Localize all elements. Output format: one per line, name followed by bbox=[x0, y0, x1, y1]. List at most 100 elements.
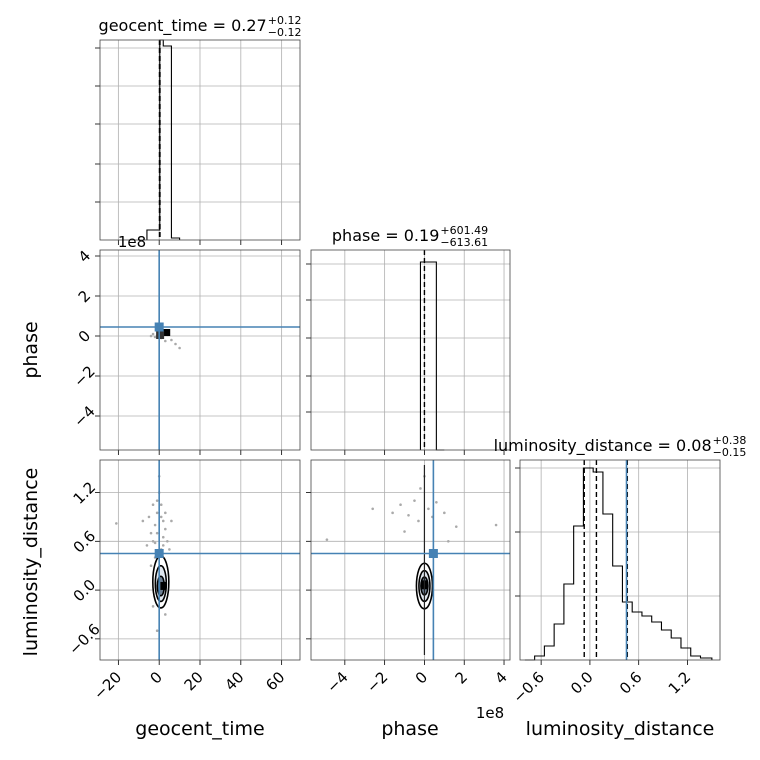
yticklabel-luminosity_distance-3: 1.2 bbox=[70, 478, 100, 508]
phase-y-offset-label: 1e8 bbox=[118, 233, 146, 251]
yticklabel-phase-4: 4 bbox=[75, 247, 94, 266]
phase-dist-point-2 bbox=[391, 511, 394, 515]
time-dist-point-21 bbox=[168, 548, 171, 551]
hist-dist-histogram bbox=[524, 467, 713, 661]
data-layer bbox=[100, 39, 713, 661]
time-dist-point-4 bbox=[149, 531, 153, 535]
time-dist-point-19 bbox=[164, 527, 167, 531]
xticklabel-geocent_time-2: 20 bbox=[181, 668, 207, 694]
time-phase-point-1 bbox=[153, 335, 157, 339]
title-geocent-time-minus: −0.12 bbox=[268, 26, 302, 39]
time-dist-point-7 bbox=[153, 523, 157, 527]
time-dist-density-core bbox=[160, 581, 167, 590]
xticklabel-luminosity_distance-2: 0.6 bbox=[616, 668, 646, 698]
time-dist-point-18 bbox=[164, 511, 167, 515]
phase-dist-point-5 bbox=[413, 499, 416, 502]
phase-dist-point-1 bbox=[371, 507, 374, 511]
time-phase-point-9 bbox=[149, 334, 153, 338]
time-dist-point-3 bbox=[147, 515, 151, 519]
phase-dist-point-11 bbox=[435, 500, 438, 504]
time-dist-point-17 bbox=[161, 535, 165, 539]
xticklabel-phase-3: 2 bbox=[452, 668, 471, 687]
time-dist-point-14 bbox=[159, 503, 163, 507]
phase-dist-point-6 bbox=[417, 519, 420, 523]
frame-layer bbox=[95, 39, 721, 665]
xticklabel-phase-2: 0 bbox=[412, 668, 431, 687]
title-luminosity-distance-minus: −0.15 bbox=[713, 446, 747, 459]
xticklabel-geocent_time-3: 40 bbox=[221, 668, 247, 694]
title-geocent-time: geocent_time = 0.27 +0.12−0.12 bbox=[99, 14, 302, 39]
xticklabel-geocent_time-0: −20 bbox=[90, 668, 125, 703]
xticklabel-luminosity_distance-0: −0.6 bbox=[509, 668, 547, 706]
phase-dist-point-7 bbox=[419, 487, 422, 490]
time-dist-point-1 bbox=[141, 519, 145, 523]
yticklabel-phase-0: −4 bbox=[70, 402, 98, 430]
time-dist-point-11 bbox=[155, 531, 159, 535]
phase-dist-point-13 bbox=[454, 525, 458, 528]
time-dist-point-26 bbox=[155, 629, 159, 633]
phase-dist-point-0 bbox=[325, 538, 329, 541]
time-dist-point-0 bbox=[115, 522, 118, 525]
time-dist-point-16 bbox=[161, 519, 165, 523]
yticklabel-phase-1: −2 bbox=[70, 362, 98, 390]
xticklabel-phase-4: 4 bbox=[491, 668, 510, 687]
time-phase-truth-marker bbox=[154, 322, 164, 332]
phase-dist-point-9 bbox=[427, 507, 430, 511]
yticklabel-luminosity_distance-1: 0.0 bbox=[70, 576, 100, 606]
time-dist-point-28 bbox=[161, 544, 165, 547]
phase-dist-point-4 bbox=[407, 513, 410, 517]
phase-dist-frame bbox=[310, 459, 511, 661]
phase-dist-point-15 bbox=[403, 530, 406, 533]
phase-dist-point-14 bbox=[494, 523, 498, 527]
phase-dist-truth-marker bbox=[428, 548, 438, 558]
xticklabel-geocent_time-1: 0 bbox=[147, 668, 166, 687]
xlabel-luminosity-distance: luminosity_distance bbox=[526, 718, 715, 740]
xlabel-geocent-time: geocent_time bbox=[135, 718, 264, 740]
ylabel-luminosity-distance: luminosity_distance bbox=[20, 468, 42, 657]
text-layer: −20 0 20 40 60 −4 −2 0 2 4−0.6 0.0 0.6 1.2−4−2024−0.… bbox=[20, 14, 746, 740]
time-phase-point-10 bbox=[164, 339, 167, 343]
time-dist-truth-marker bbox=[154, 548, 164, 558]
time-phase-point-0 bbox=[151, 332, 155, 336]
time-phase-point-6 bbox=[170, 338, 173, 342]
title-phase-main: phase = 0.19 bbox=[332, 226, 439, 245]
time-dist-frame bbox=[99, 459, 301, 661]
title-phase: phase = 0.19 +601.49−613.61 bbox=[332, 224, 488, 249]
time-dist-point-25 bbox=[164, 613, 167, 616]
title-geocent-time-plus: +0.12 bbox=[268, 14, 302, 27]
hist-dist-frame bbox=[519, 459, 721, 661]
title-luminosity-distance-plus: +0.38 bbox=[713, 434, 747, 447]
xticklabel-geocent_time-4: 60 bbox=[262, 668, 288, 694]
hist-geocent-time-histogram bbox=[146, 39, 181, 240]
time-phase-point-7 bbox=[174, 342, 177, 346]
time-phase-density-shoulder bbox=[156, 331, 165, 339]
time-dist-point-24 bbox=[151, 605, 155, 608]
xticklabel-phase-0: −4 bbox=[323, 668, 351, 696]
yticklabel-phase-3: 2 bbox=[75, 287, 94, 306]
title-phase-minus: −613.61 bbox=[440, 236, 488, 249]
hist-phase-frame bbox=[310, 249, 511, 451]
time-dist-point-15 bbox=[159, 515, 163, 519]
phase-dist-point-3 bbox=[399, 503, 402, 507]
phase-dist-point-12 bbox=[443, 511, 446, 515]
xlabel-phase: phase bbox=[381, 718, 438, 740]
phase-dist-point-16 bbox=[447, 540, 450, 543]
time-dist-point-29 bbox=[153, 541, 157, 545]
xticklabel-luminosity_distance-1: 0.0 bbox=[567, 668, 597, 698]
title-luminosity-distance-main: luminosity_distance = 0.08 bbox=[494, 436, 712, 456]
time-dist-point-10 bbox=[155, 511, 159, 515]
time-dist-point-9 bbox=[155, 499, 159, 502]
time-dist-point-2 bbox=[145, 544, 149, 547]
time-dist-point-22 bbox=[170, 519, 173, 523]
yticklabel-luminosity_distance-0: −0.6 bbox=[65, 620, 103, 658]
yticklabel-phase-2: 0 bbox=[75, 327, 94, 346]
time-dist-point-20 bbox=[166, 540, 169, 543]
ylabel-phase: phase bbox=[20, 321, 42, 378]
yticklabel-luminosity_distance-2: 0.6 bbox=[70, 527, 100, 557]
xticklabel-phase-1: −2 bbox=[363, 668, 391, 696]
title-luminosity-distance: luminosity_distance = 0.08 +0.38−0.15 bbox=[494, 434, 747, 459]
time-dist-point-23 bbox=[149, 564, 153, 567]
time-dist-point-5 bbox=[151, 503, 155, 507]
xticklabel-luminosity_distance-3: 1.2 bbox=[665, 668, 695, 698]
